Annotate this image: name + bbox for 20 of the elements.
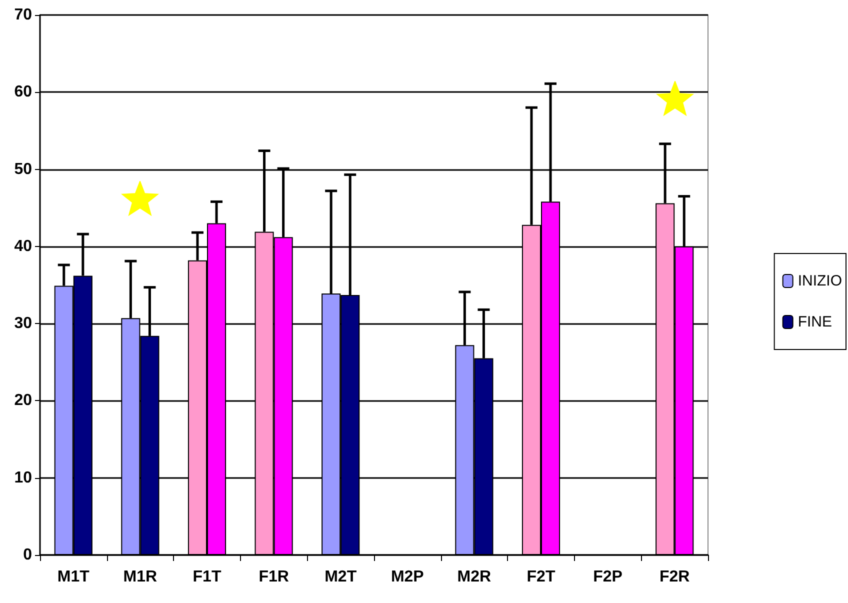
x-tick-label: M2R bbox=[457, 568, 492, 586]
y-tick-label: 0 bbox=[23, 546, 32, 564]
x-tick-label: F2T bbox=[526, 568, 556, 586]
y-tick-label: 40 bbox=[14, 238, 32, 255]
y-tick-label: 50 bbox=[14, 160, 32, 178]
x-tick-label: F1R bbox=[258, 568, 290, 586]
y-tick-label: 10 bbox=[14, 469, 32, 486]
x-tick-label: M2T bbox=[324, 568, 357, 586]
x-tick-label: F2R bbox=[659, 568, 690, 586]
x-tick-label: F1T bbox=[192, 568, 222, 586]
x-tick-label: M1T bbox=[57, 568, 90, 586]
y-tick-label: 20 bbox=[14, 392, 32, 410]
y-tick-label: 60 bbox=[14, 84, 32, 101]
x-tick-label: M2P bbox=[390, 568, 424, 586]
y-tick-label: 30 bbox=[14, 315, 32, 332]
y-tick-label: 70 bbox=[14, 6, 32, 24]
x-tick-label: M1R bbox=[123, 568, 158, 586]
x-tick-label: F2P bbox=[593, 568, 623, 586]
legend-label: INIZIO bbox=[798, 272, 842, 290]
legend-label: FINE bbox=[798, 314, 832, 330]
